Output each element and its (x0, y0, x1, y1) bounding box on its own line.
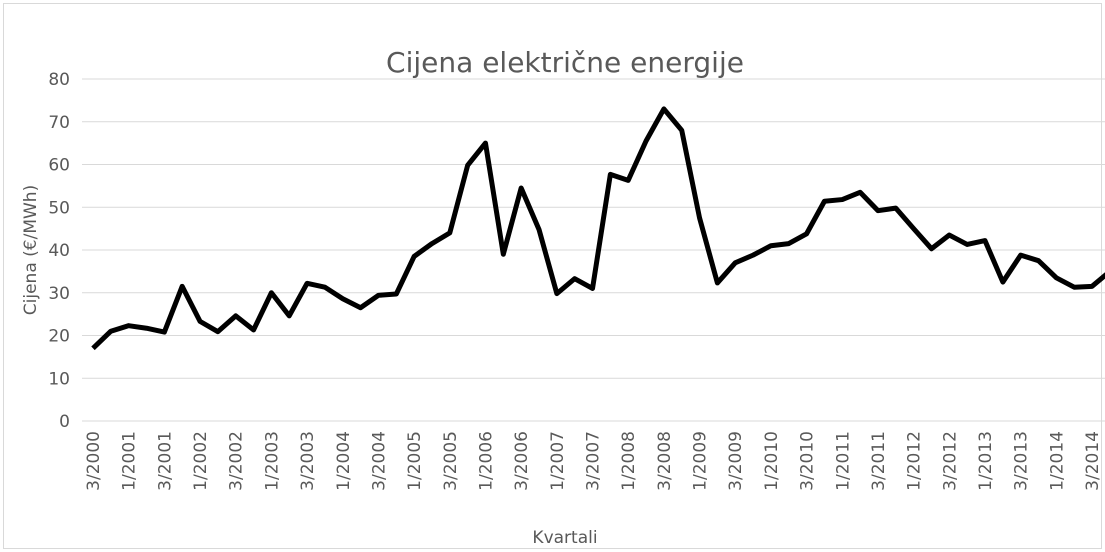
y-tick-label: 80 (48, 70, 70, 90)
y-tick-label: 50 (48, 198, 70, 218)
x-tick-label: 3/2004 (369, 431, 389, 491)
x-tick-label: 3/2013 (1012, 431, 1032, 491)
x-tick-label: 1/2004 (334, 431, 354, 491)
x-tick-label: 1/2001 (120, 431, 140, 491)
x-tick-label: 3/2009 (726, 431, 746, 491)
x-tick-label: 3/2001 (155, 431, 175, 491)
x-tick-label: 3/2012 (940, 431, 960, 491)
x-tick-label: 1/2012 (905, 431, 925, 491)
y-tick-label: 30 (48, 284, 70, 304)
y-tick-label: 70 (48, 113, 70, 133)
y-axis-label: Cijena (€/MWh) (21, 185, 41, 315)
x-tick-label: 1/2003 (262, 431, 282, 491)
x-tick-label: 1/2006 (476, 431, 496, 491)
x-tick-label: 1/2011 (833, 431, 853, 491)
chart-title: Cijena električne energije (386, 46, 744, 79)
y-tick-label: 60 (48, 156, 70, 176)
x-tick-label: 1/2008 (619, 431, 639, 491)
x-tick-label: 1/2013 (976, 431, 996, 491)
x-tick-label: 3/2007 (584, 431, 604, 491)
y-tick-label: 40 (48, 241, 70, 261)
x-tick-label: 3/2000 (84, 431, 104, 491)
x-tick-label: 1/2009 (691, 431, 711, 491)
x-tick-label: 1/2005 (405, 431, 425, 491)
x-tick-label: 1/2007 (548, 431, 568, 491)
x-tick-label: 3/2003 (298, 431, 318, 491)
x-tick-label: 1/2010 (762, 431, 782, 491)
x-tick-label: 3/2014 (1083, 431, 1103, 491)
line (91, 106, 1105, 351)
x-axis-label: Kvartali (532, 528, 597, 548)
x-tick-label: 3/2010 (798, 431, 818, 491)
x-tick-label: 3/2006 (512, 431, 532, 491)
x-tick-label: 3/2005 (441, 431, 461, 491)
x-tick-label: 3/2011 (869, 431, 889, 491)
y-tick-label: 10 (48, 369, 70, 389)
x-tick-label: 1/2014 (1047, 431, 1067, 491)
x-tick-label: 3/2008 (655, 431, 675, 491)
x-tick-label: 1/2002 (191, 431, 211, 491)
y-tick-label: 0 (59, 412, 70, 432)
y-tick-label: 20 (48, 327, 70, 347)
x-tick-label: 3/2002 (227, 431, 247, 491)
